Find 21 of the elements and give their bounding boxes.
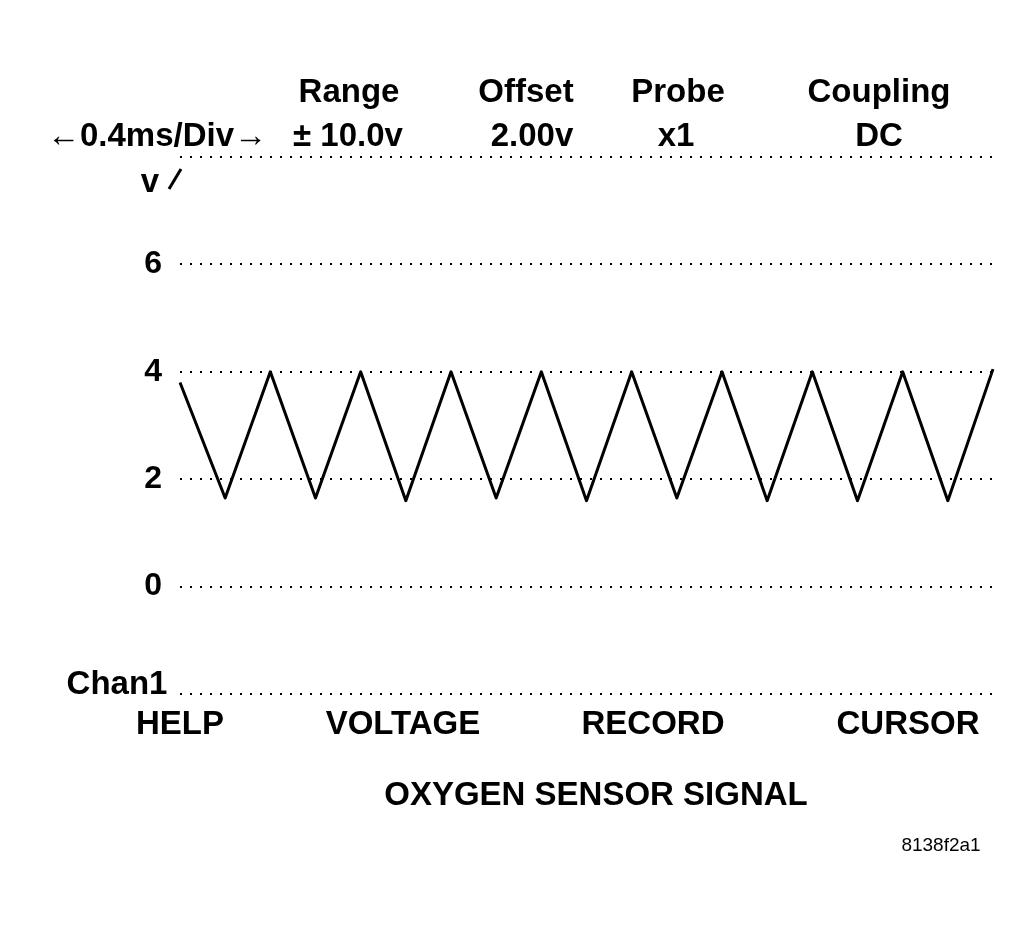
y-tick-label: 4 <box>144 351 163 388</box>
text: Chan1 <box>66 664 168 701</box>
text: VOLTAGE <box>325 704 481 741</box>
y-tick-label: 0 <box>144 566 162 603</box>
text: CURSOR <box>836 704 980 741</box>
text: RECORD <box>581 704 725 741</box>
text: 2.00v <box>490 116 574 153</box>
y-tick-label: 2 <box>144 459 162 496</box>
y-tick-label: 6 <box>144 244 162 281</box>
text: Coupling <box>807 72 951 109</box>
text: ± 10.0v <box>293 116 403 153</box>
text: Range <box>298 72 400 109</box>
text: OXYGEN SENSOR SIGNAL <box>384 775 808 812</box>
y-axis-title: v <box>140 162 160 199</box>
text: x1 <box>657 116 695 153</box>
text: Offset <box>478 72 574 109</box>
text: 8138f2a1 <box>901 834 981 855</box>
text: Probe <box>631 72 725 109</box>
text: DC <box>855 116 903 153</box>
text: HELP <box>135 704 225 741</box>
text: ←0.4ms/Div→ <box>46 116 268 153</box>
